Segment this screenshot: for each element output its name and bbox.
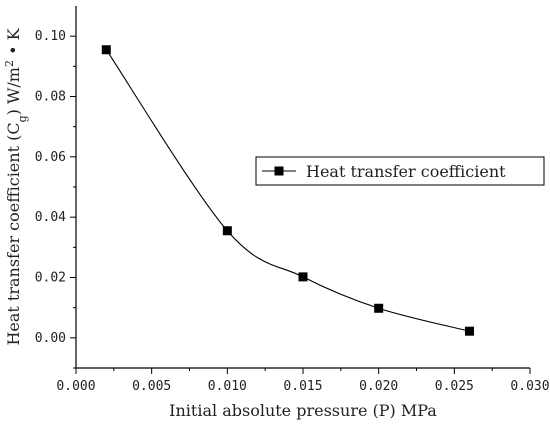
series-line — [105, 49, 470, 332]
y-tick-label: 0.02 — [35, 271, 66, 286]
legend-label: Heat transfer coefficient — [306, 162, 506, 181]
x-tick-label: 0.030 — [510, 379, 549, 394]
data-point — [374, 303, 384, 313]
x-tick-label: 0.005 — [132, 379, 171, 394]
y-axis-title-unit-superscript: 2 — [3, 60, 16, 67]
series-markers — [101, 45, 474, 336]
data-point — [222, 226, 232, 236]
x-tick-label: 0.000 — [56, 379, 95, 394]
legend-marker-swatch — [274, 166, 284, 176]
y-axis-title: Heat transfer coefficient (Cg) W/m2 • K — [3, 27, 29, 345]
data-point — [101, 45, 111, 55]
y-tick-label: 0.10 — [35, 29, 66, 44]
x-tick-label: 0.020 — [359, 379, 398, 394]
y-tick-label: 0.08 — [35, 90, 66, 105]
data-point — [298, 272, 308, 282]
legend: Heat transfer coefficient — [255, 156, 545, 186]
y-axis-title-unit: W/m — [4, 67, 23, 109]
y-axis-ticks: 0.00 0.02 0.04 0.06 0.08 0.10 — [35, 29, 76, 369]
data-point — [464, 326, 474, 336]
y-axis-title-subscript: g — [16, 115, 29, 122]
x-tick-label: 0.025 — [435, 379, 474, 394]
x-axis-title: Initial absolute pressure (P) MPa — [169, 401, 437, 420]
axes — [75, 6, 530, 369]
x-tick-label: 0.015 — [283, 379, 322, 394]
y-axis-title-close: ) — [4, 109, 23, 115]
x-axis-ticks: 0.000 0.005 0.010 0.015 0.020 0.025 0.030 — [56, 368, 550, 394]
y-axis-title-main: Heat transfer coefficient (C — [4, 122, 23, 345]
x-tick-label: 0.010 — [208, 379, 247, 394]
legend-box — [255, 156, 545, 186]
y-tick-label: 0.04 — [35, 210, 66, 225]
y-axis-title-unit-end: • K — [4, 27, 23, 60]
y-tick-label: 0.00 — [35, 331, 66, 346]
y-tick-label: 0.06 — [35, 150, 66, 165]
